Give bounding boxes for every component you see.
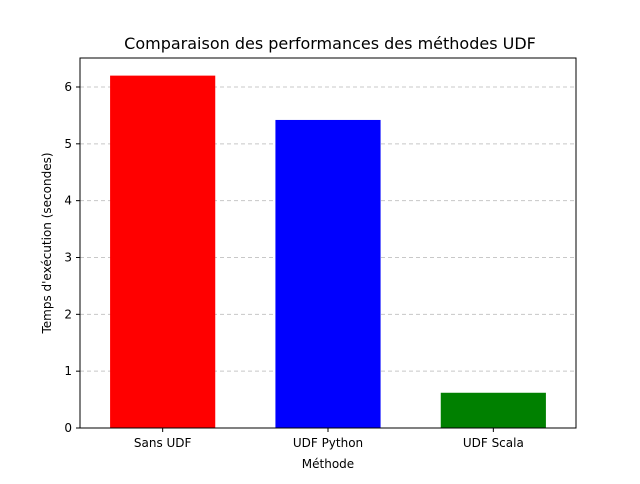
x-tick-label: UDF Scala (463, 436, 524, 450)
y-axis-label: Temps d'exécution (secondes) (40, 152, 54, 334)
y-tick-label: 3 (64, 250, 72, 264)
x-tick-label: UDF Python (293, 436, 363, 450)
y-tick-label: 4 (64, 194, 72, 208)
bar-sans-udf (110, 75, 216, 428)
y-tick-label: 1 (64, 364, 72, 378)
x-tick-label: Sans UDF (134, 436, 192, 450)
y-tick-label: 0 (64, 421, 72, 435)
y-tick-label: 5 (64, 137, 72, 151)
chart-title: Comparaison des performances des méthode… (124, 34, 536, 53)
y-tick-label: 2 (64, 307, 72, 321)
y-axis-ticks: 0 1 2 3 4 5 6 (64, 80, 80, 435)
x-axis-label: Méthode (302, 457, 354, 471)
x-axis-ticks: Sans UDF UDF Python UDF Scala (134, 428, 524, 450)
bar-udf-python (275, 119, 381, 429)
y-tick-label: 6 (64, 80, 72, 94)
bars (110, 75, 546, 429)
bar-udf-scala (440, 392, 546, 428)
